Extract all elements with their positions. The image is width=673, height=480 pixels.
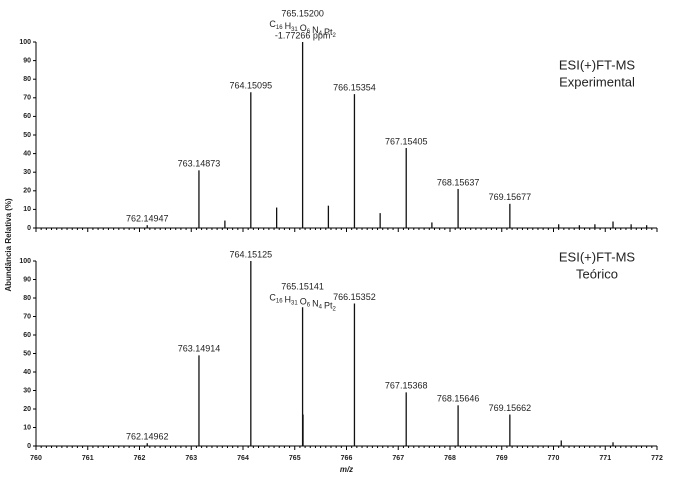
peak-label: 762.14962 <box>126 432 169 442</box>
x-tick-label: 766 <box>341 455 353 462</box>
y-tick-label: 40 <box>23 150 31 157</box>
peak-label: 768.15646 <box>437 394 480 404</box>
y-tick-label: 70 <box>23 313 31 320</box>
x-tick-label: 764 <box>237 455 249 462</box>
formula-count: 16 <box>276 25 283 31</box>
x-tick-label: 761 <box>82 455 94 462</box>
formula-element: H <box>285 21 292 31</box>
peak-label: 762.14947 <box>126 214 169 224</box>
x-tick-label: 765 <box>289 455 301 462</box>
y-tick-label: 60 <box>23 113 31 120</box>
peak-label: 764.15095 <box>230 81 273 91</box>
peak-label: 765.15141 <box>281 282 324 292</box>
peak-label: 766.15352 <box>333 292 376 302</box>
peak-label: 767.15368 <box>385 381 428 391</box>
y-tick-label: 90 <box>23 57 31 64</box>
y-tick-label: 50 <box>23 132 31 139</box>
formula-element: H <box>285 295 292 305</box>
panel-title: Experimental <box>559 74 635 89</box>
y-tick-label: 80 <box>23 295 31 302</box>
x-tick-label: 760 <box>30 455 42 462</box>
peak-label: 767.15405 <box>385 136 428 146</box>
y-tick-label: 100 <box>19 258 31 265</box>
y-tick-label: 30 <box>23 387 31 394</box>
y-tick-label: 30 <box>23 169 31 176</box>
formula-count: 31 <box>291 27 298 33</box>
peak-label: 766.15354 <box>333 82 376 92</box>
y-tick-label: 10 <box>23 424 31 431</box>
formula-element: N <box>312 25 319 35</box>
peak-label: 764.15125 <box>230 249 273 259</box>
formula-count: 2 <box>332 33 336 39</box>
formula-element: N <box>312 299 319 309</box>
formula-count: 2 <box>332 306 336 312</box>
x-tick-label: 771 <box>599 455 611 462</box>
peak-label: 763.14914 <box>178 344 221 354</box>
formula-count: 31 <box>291 300 298 306</box>
peak-label: 769.15677 <box>489 192 532 202</box>
peak-label: 765.15200 <box>281 8 324 18</box>
x-tick-label: 770 <box>548 455 560 462</box>
x-tick-label: 762 <box>134 455 146 462</box>
x-tick-label: 763 <box>185 455 197 462</box>
panel-title: Teórico <box>576 266 618 281</box>
y-tick-label: 40 <box>23 369 31 376</box>
y-tick-label: 70 <box>23 95 31 102</box>
formula-element: C <box>269 293 276 303</box>
y-tick-label: 100 <box>19 39 31 46</box>
peak-label: 769.15662 <box>489 403 532 413</box>
formula-element: C <box>269 19 276 29</box>
formula: C16 H31 O6 N4 Pt2 <box>269 19 336 38</box>
formula-element: O <box>300 297 307 307</box>
panel-title: ESI(+)FT-MS <box>559 249 636 264</box>
y-tick-label: 20 <box>23 406 31 413</box>
ppm-label: -1.77266 ppm <box>275 30 331 40</box>
formula-element: Pt <box>324 301 333 311</box>
formula-count: 6 <box>307 302 311 308</box>
y-tick-label: 10 <box>23 206 31 213</box>
x-tick-label: 769 <box>496 455 508 462</box>
formula-count: 6 <box>307 29 311 35</box>
x-tick-label: 768 <box>444 455 456 462</box>
y-tick-label: 0 <box>27 225 31 232</box>
y-tick-label: 20 <box>23 188 31 195</box>
x-tick-label: 767 <box>392 455 404 462</box>
formula: C16 H31 O6 N4 Pt2 <box>269 293 336 312</box>
peak-label: 768.15637 <box>437 177 480 187</box>
y-axis-label: Abundância Relativa (%) <box>4 198 13 292</box>
panel-title: ESI(+)FT-MS <box>559 57 636 72</box>
x-axis-label: m/z <box>340 465 353 474</box>
formula-count: 4 <box>319 31 323 37</box>
y-tick-label: 50 <box>23 350 31 357</box>
formula-element: O <box>300 23 307 33</box>
y-tick-label: 60 <box>23 332 31 339</box>
formula-count: 16 <box>276 298 283 304</box>
formula-element: Pt <box>324 27 333 37</box>
y-tick-label: 0 <box>27 443 31 450</box>
peak-label: 763.14873 <box>178 159 221 169</box>
x-tick-label: 772 <box>651 455 663 462</box>
y-tick-label: 80 <box>23 76 31 83</box>
y-tick-label: 90 <box>23 276 31 283</box>
formula-count: 4 <box>319 304 323 310</box>
